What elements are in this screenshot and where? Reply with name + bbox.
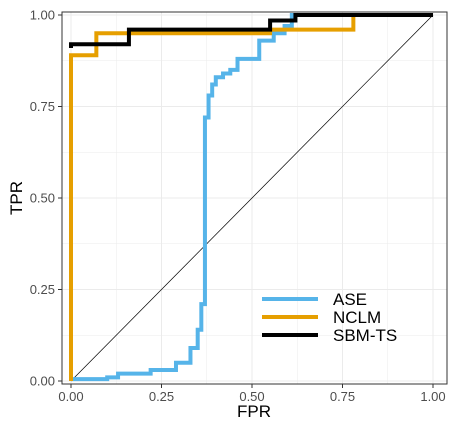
x-tick-label: 0.00: [58, 389, 83, 404]
series-line-sbm-ts: [69, 13, 433, 48]
x-tick-label: 0.25: [149, 389, 174, 404]
x-tick-label: 0.75: [330, 389, 355, 404]
y-axis-ticks: 0.00 0.25 0.50 0.75 1.00: [30, 8, 62, 389]
x-axis-ticks: 0.00 0.25 0.50 0.75 1.00: [58, 384, 446, 404]
y-tick-label: 1.00: [30, 8, 55, 23]
series-layer: [69, 13, 433, 382]
y-tick-label: 0.50: [30, 191, 55, 206]
reference-diagonal-line: [70, 14, 434, 382]
y-tick-label: 0.25: [30, 282, 55, 297]
diagonal-reference: [70, 14, 434, 382]
y-tick-label: 0.00: [30, 374, 55, 389]
legend-label-sbm-ts: SBM-TS: [333, 326, 397, 345]
x-axis-title: FPR: [237, 402, 271, 421]
series-line-nclm: [69, 13, 433, 381]
x-tick-label: 0.50: [239, 389, 264, 404]
legend-label-nclm: NCLM: [333, 308, 381, 327]
series-line-ase: [69, 13, 433, 382]
y-axis-title: TPR: [7, 181, 26, 215]
y-tick-label: 0.75: [30, 99, 55, 114]
x-tick-label: 1.00: [420, 389, 445, 404]
legend-label-ase: ASE: [333, 290, 367, 309]
